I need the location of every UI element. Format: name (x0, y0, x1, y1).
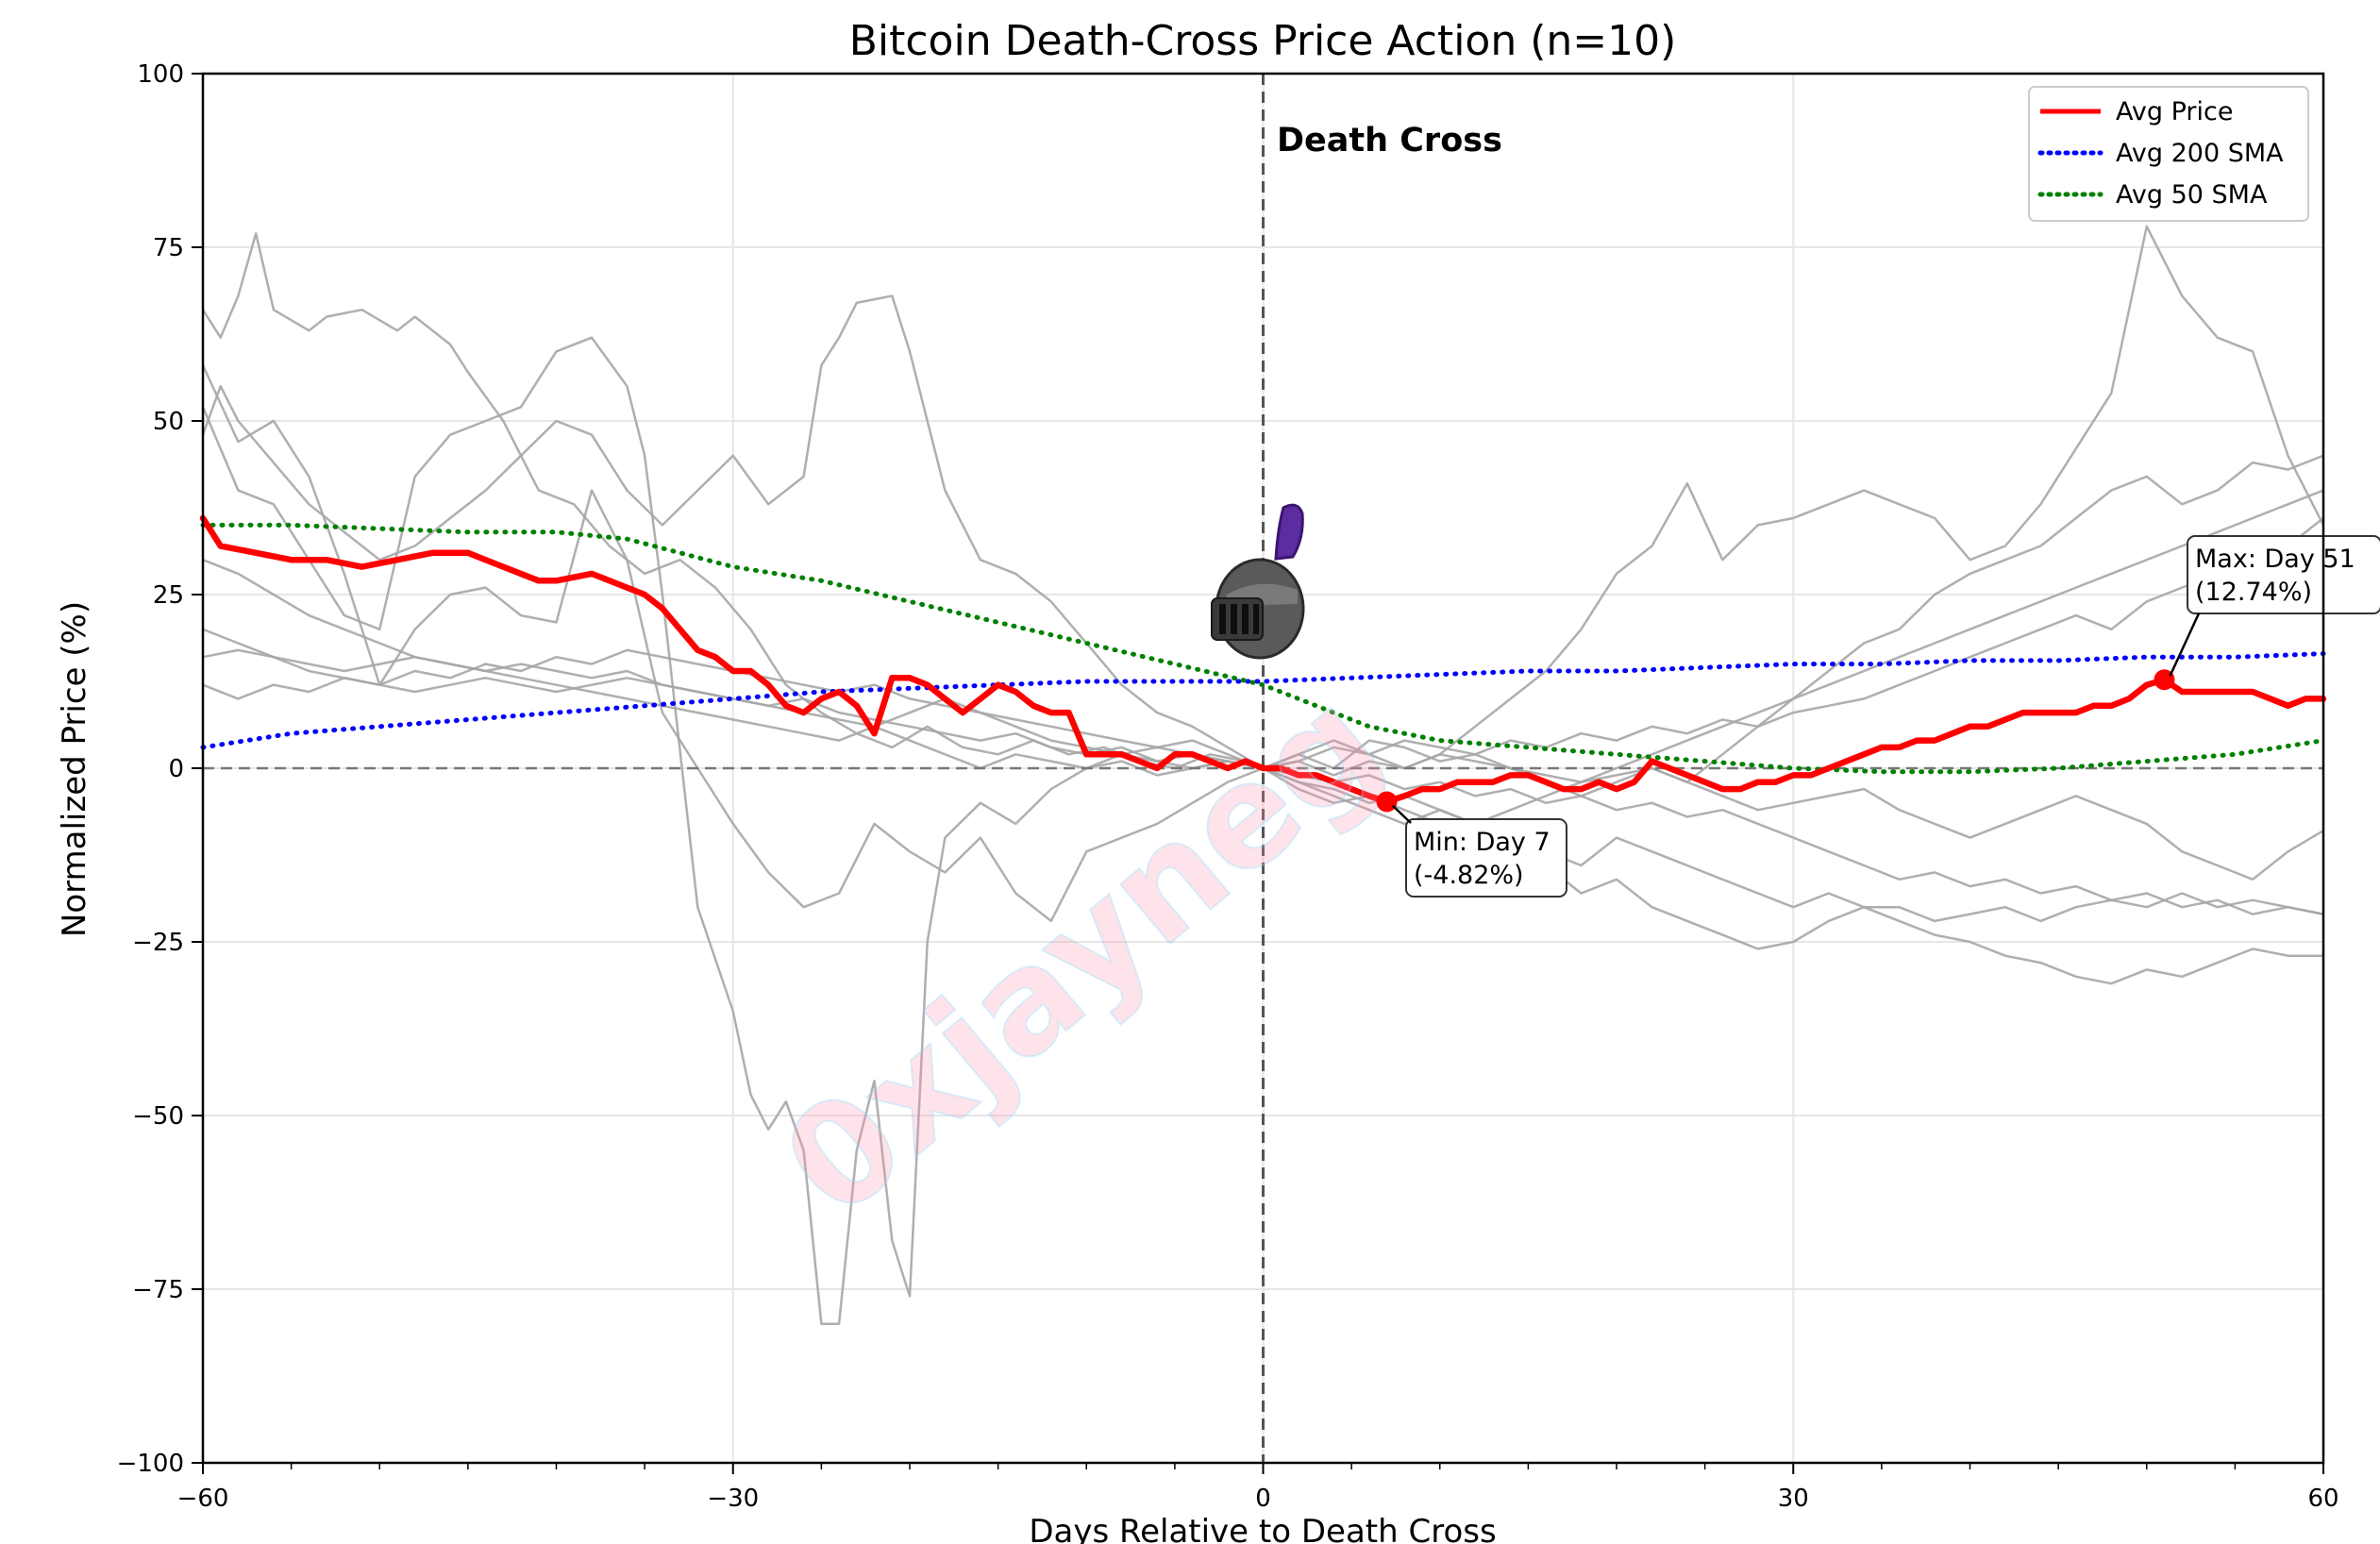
x-tick-label: 60 (2307, 1485, 2338, 1513)
y-tick-label: 50 (153, 408, 184, 436)
x-tick-label: −60 (177, 1485, 229, 1513)
y-tick-label: −50 (132, 1102, 184, 1131)
chart-title: Bitcoin Death-Cross Price Action (n=10) (849, 17, 1677, 65)
annotation-line-2: (-4.82%) (1414, 861, 1524, 890)
individual-series-line (201, 232, 2323, 985)
y-tick-label: −75 (132, 1276, 184, 1304)
extreme-point-marker (1376, 791, 1398, 813)
y-tick-label: 75 (153, 234, 184, 262)
individual-series-line (201, 336, 2324, 1326)
average-series-lines (199, 514, 2327, 805)
death-cross-label: Death Cross (1277, 122, 1502, 159)
legend-label-sma200: Avg 200 SMA (2116, 139, 2284, 168)
series-line-avg-50-sma (200, 522, 2326, 775)
axis-ticks: −60 −30 0 30 60 −100 −75 −50 −25 0 25 50 75 100 (117, 60, 2339, 1513)
annotation-line-1: Max: Day 51 (2195, 545, 2355, 574)
y-axis-title: Normalized Price (%) (56, 601, 93, 937)
annotation-line-1: Min: Day 7 (1414, 828, 1550, 857)
annotation-line-2: (12.74%) (2195, 578, 2312, 607)
y-tick-label: −100 (117, 1450, 184, 1478)
annotations: Min: Day 7 (-4.82%) Max: Day 51 (12.74%) (1391, 535, 2380, 898)
legend-label-avg-price: Avg Price (2116, 97, 2233, 126)
legend-label-sma50: Avg 50 SMA (2116, 180, 2268, 210)
annotation-box (2187, 535, 2380, 614)
x-tick-label: 0 (1255, 1485, 1271, 1513)
y-tick-label: 25 (153, 581, 184, 610)
annotation-arrow (2169, 613, 2201, 677)
knight-helmet-icon (1211, 503, 1305, 660)
y-tick-label: −25 (132, 929, 184, 957)
x-tick-label: 30 (1778, 1485, 1809, 1513)
y-tick-label: 0 (168, 755, 184, 783)
annotation-box (1405, 818, 1567, 898)
annotation-arrow (1391, 804, 1412, 824)
individual-series-line (201, 225, 2325, 770)
legend: Avg Price Avg 200 SMA Avg 50 SMA (2028, 86, 2309, 222)
x-tick-label: −30 (707, 1485, 759, 1513)
y-tick-label: 100 (137, 60, 184, 89)
x-axis-title: Days Relative to Death Cross (1029, 1513, 1496, 1544)
series-line-avg-price (199, 514, 2327, 805)
